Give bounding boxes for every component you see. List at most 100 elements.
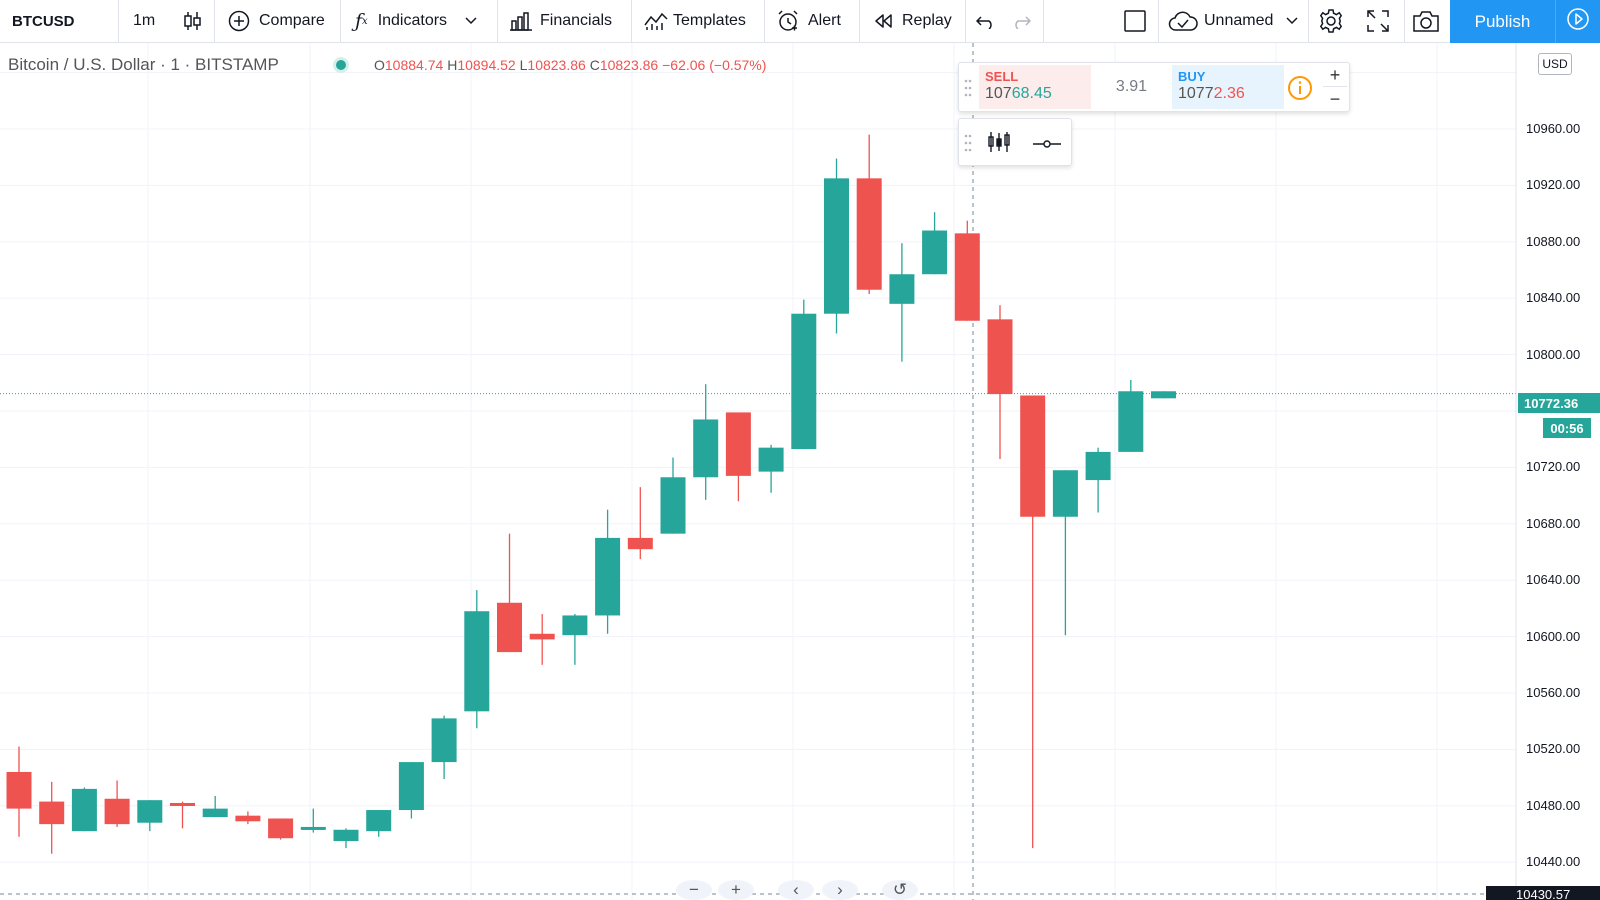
zoom-out-button[interactable]: − <box>676 880 712 900</box>
drag-handle-icon[interactable] <box>963 77 973 99</box>
chevron-down-icon <box>1286 17 1298 25</box>
chevron-down-icon[interactable] <box>465 17 477 25</box>
replay-button[interactable]: Replay <box>873 0 952 42</box>
interval-button[interactable]: 1m <box>133 0 155 42</box>
candle-body <box>758 447 784 472</box>
indicators-label: Indicators <box>377 12 448 29</box>
redo-button[interactable] <box>1011 0 1031 42</box>
candle-body <box>431 718 457 763</box>
zoom-in-button[interactable]: + <box>718 880 754 900</box>
redo-icon <box>1011 13 1031 29</box>
market-status-dot[interactable] <box>336 60 346 70</box>
candle-body <box>1020 395 1046 517</box>
candle-body <box>366 810 392 832</box>
price-tick-label: 10960.00 <box>1526 121 1581 136</box>
candle-body <box>170 802 195 806</box>
undo-button[interactable] <box>976 0 996 42</box>
price-tick-label: 10600.00 <box>1526 628 1581 644</box>
line-style-icon[interactable] <box>1033 137 1061 155</box>
price-tick-label: 10680.00 <box>1526 515 1581 531</box>
undo-icon <box>976 13 996 29</box>
templates-button[interactable]: Templates <box>644 0 746 42</box>
symbol-legend[interactable]: Bitcoin / U.S. Dollar · 1 · BITSTAMP <box>8 54 279 76</box>
buy-price-tail: 2.36 <box>1213 85 1245 102</box>
open-key: O <box>374 57 385 73</box>
chart-grid <box>0 43 1516 900</box>
toolbar-divider <box>859 0 860 42</box>
buy-label: BUY <box>1178 69 1206 84</box>
price-tick-label: 10720.00 <box>1526 459 1581 475</box>
sell-button[interactable]: SELL 10768.45 <box>979 65 1091 109</box>
drag-handle-icon[interactable] <box>963 132 973 159</box>
price-tick-label: 10440.00 <box>1526 854 1581 870</box>
price-tick-label: 10880.00 <box>1526 233 1581 249</box>
price-chart[interactable] <box>0 43 1600 900</box>
price-tick-label: 10840.00 <box>1526 290 1581 306</box>
stream-button[interactable] <box>1555 0 1600 43</box>
info-icon[interactable] <box>1285 73 1315 103</box>
play-circle-icon <box>1566 7 1590 36</box>
candle-body <box>562 615 588 636</box>
fullscreen-button[interactable] <box>1367 0 1389 42</box>
toolbar-divider <box>118 0 119 42</box>
sell-price-tail: 68.45 <box>1011 85 1052 102</box>
toolbar-divider <box>1043 0 1044 42</box>
last-price-label: 10772.36 <box>1518 393 1600 413</box>
candle-body <box>398 762 424 811</box>
candle-body <box>725 412 751 476</box>
alert-button[interactable]: Alert <box>776 0 841 42</box>
candle-body <box>824 178 849 314</box>
layout-name-label: Unnamed <box>1204 12 1274 29</box>
increase-quantity-button[interactable]: + <box>1323 65 1347 87</box>
snapshot-button[interactable] <box>1412 0 1440 42</box>
candle-body <box>202 808 228 818</box>
candle-body <box>922 230 948 275</box>
candle-body <box>889 274 915 304</box>
buy-sell-panel: SELL 10768.45 3.91 BUY 10772.36 + − <box>958 62 1350 112</box>
candle-body <box>71 788 97 832</box>
legend-title: Bitcoin / U.S. Dollar · 1 · BITSTAMP <box>8 55 279 74</box>
candle-series <box>6 134 1176 854</box>
publish-button[interactable]: Publish <box>1450 0 1555 43</box>
reset-chart-button[interactable]: ↺ <box>882 880 918 900</box>
bar-chart-icon <box>510 11 532 31</box>
compare-label: Compare <box>259 12 325 29</box>
templates-icon <box>644 11 668 31</box>
low-key: L <box>519 57 528 73</box>
compare-button[interactable]: Compare <box>228 0 325 42</box>
toolbar-divider <box>965 0 966 42</box>
candle-body <box>104 798 130 825</box>
rewind-icon <box>873 13 893 29</box>
price-tick-label: 10480.00 <box>1526 797 1581 813</box>
candle-body <box>497 602 522 653</box>
buy-price: 10772.36 <box>1178 85 1278 103</box>
financials-label: Financials <box>540 12 613 29</box>
chart-style-button[interactable] <box>182 0 204 42</box>
fullscreen-layout-button[interactable] <box>1123 0 1147 42</box>
close-value: 10823.86 <box>599 57 659 73</box>
open-value: 10884.74 <box>384 57 444 73</box>
symbol-search-button[interactable]: BTCUSD <box>12 0 75 42</box>
candle-body <box>1118 391 1144 452</box>
toolbar-divider <box>214 0 215 42</box>
crosshair-price-label: 10430.57 <box>1486 886 1600 900</box>
scroll-left-button[interactable]: ‹ <box>778 880 814 900</box>
scroll-right-button[interactable]: › <box>822 880 858 900</box>
currency-badge[interactable]: USD <box>1538 53 1572 75</box>
candle-style-icon[interactable] <box>987 130 1013 159</box>
toolbar-divider <box>764 0 765 42</box>
alert-label: Alert <box>808 12 841 29</box>
candle-body <box>268 818 294 839</box>
settings-button[interactable] <box>1318 0 1344 42</box>
financials-button[interactable]: Financials <box>510 0 612 42</box>
price-tick-label: 10640.00 <box>1526 572 1581 588</box>
buy-button[interactable]: BUY 10772.36 <box>1172 65 1284 109</box>
toolbar-divider <box>497 0 498 42</box>
layout-name-button[interactable]: Unnamed <box>1168 0 1298 42</box>
candle-body <box>137 800 163 823</box>
toolbar-divider <box>1308 0 1309 42</box>
decrease-quantity-button[interactable]: − <box>1329 88 1341 109</box>
candle-body <box>1052 470 1078 517</box>
